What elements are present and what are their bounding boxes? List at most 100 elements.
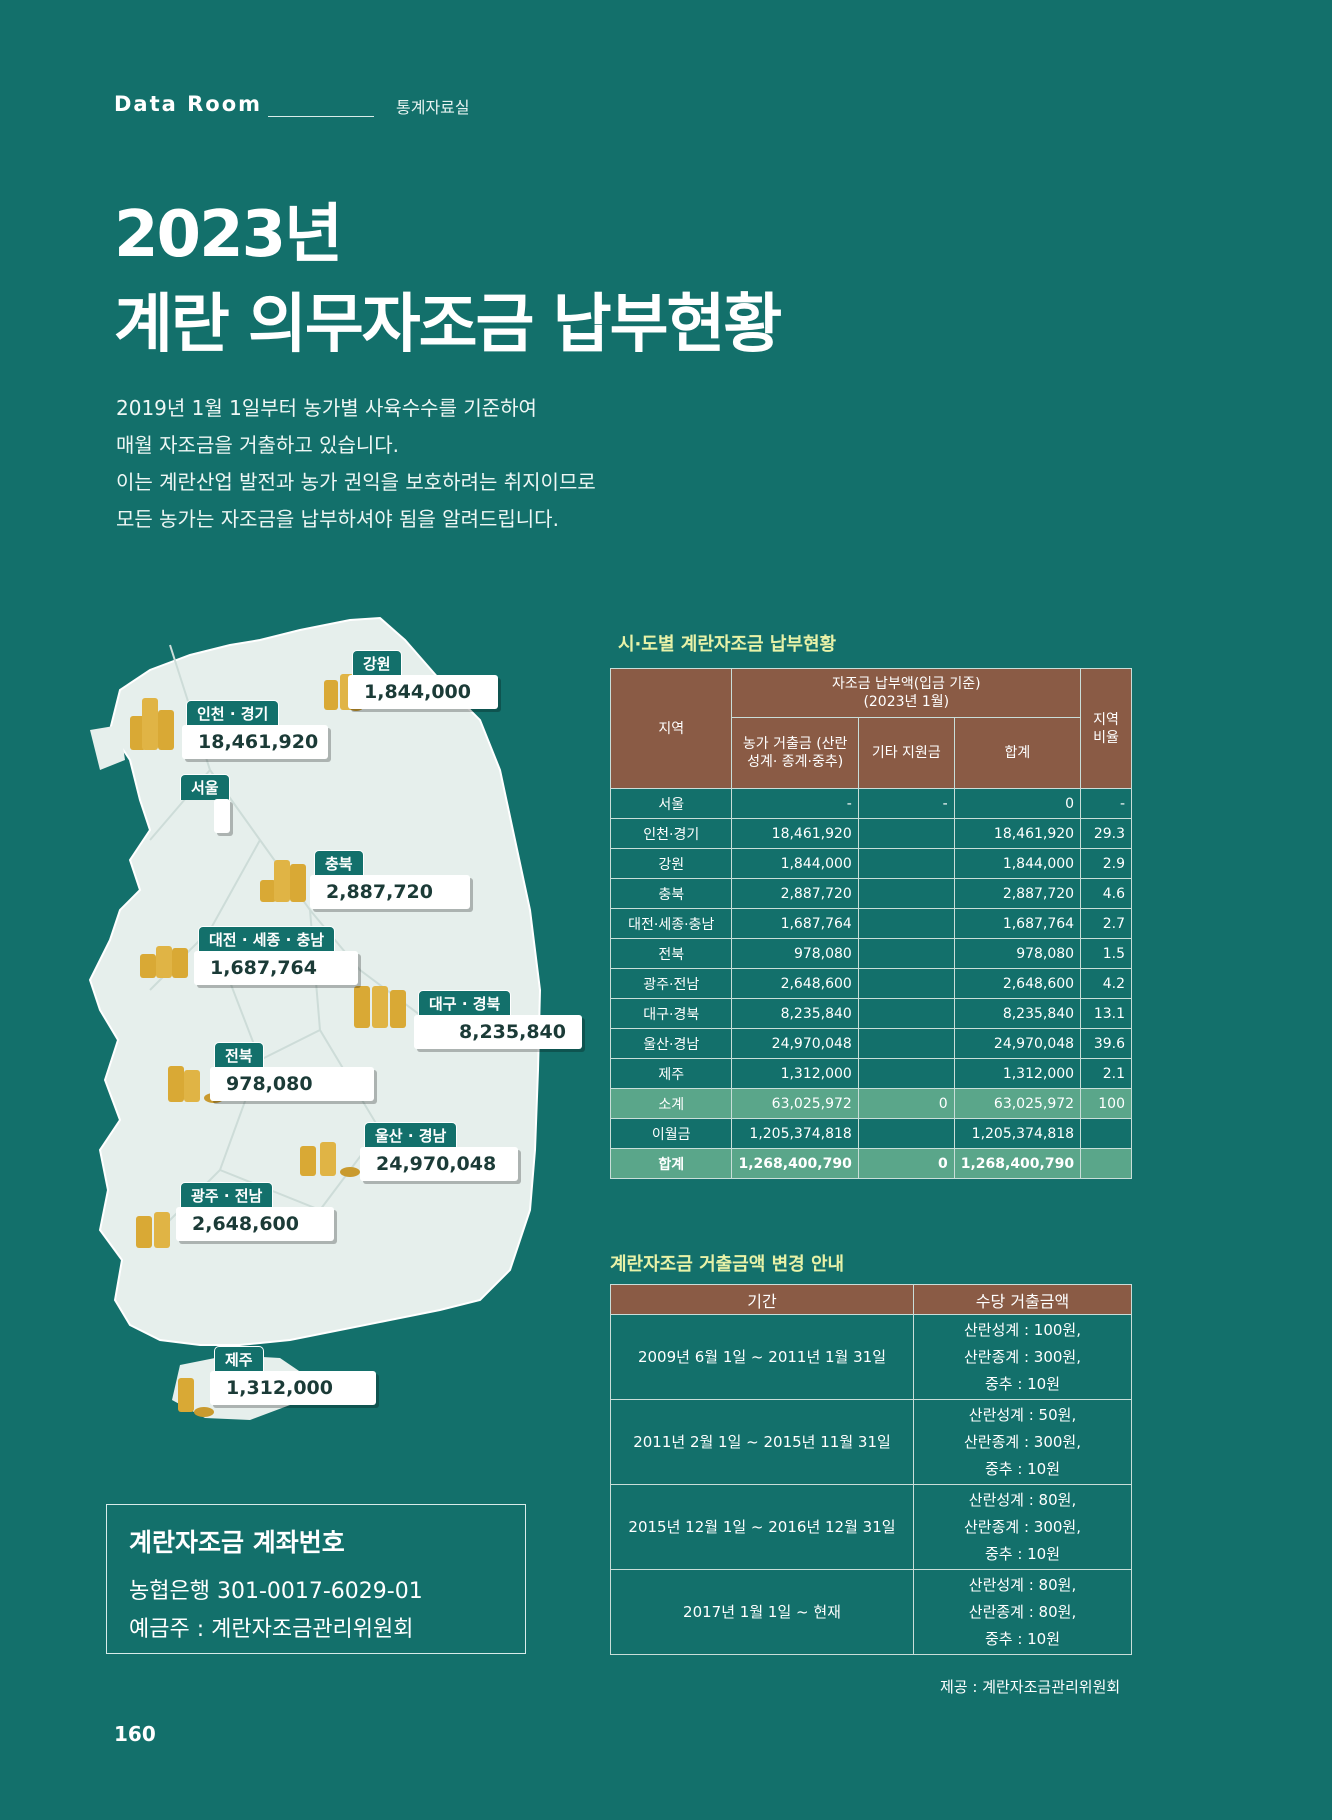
map-badge-value: 1,687,764 [194,951,358,985]
amount-line: 중추 : 10원 [984,1629,1061,1648]
table-cell-farm: 18,461,920 [731,818,859,849]
description-line: 이는 계란산업 발전과 농가 권익을 보호하려는 취지이므로 [116,470,596,494]
table-cell-period: 2017년 1월 1일 ~ 현재 [610,1569,914,1655]
description: 2019년 1월 1일부터 농가별 사육수수를 기준하여 매월 자조금을 거출하… [116,390,596,538]
table-cell-other: 0 [857,1088,955,1119]
table-cell-ratio [1080,1118,1132,1149]
table-row: 2011년 2월 1일 ~ 2015년 11월 31일 산란성계 : 50원, 산란… [610,1399,1132,1485]
title-line-2: 계란 의무자조금 납부현황 [114,288,782,362]
table-cell-region: 대전·세종·충남 [609,908,733,939]
table-row: 서울 - -0- [609,788,1132,819]
table-row: 울산·경남 24,970,048 24,970,048 39.6 [609,1028,1132,1059]
table-row: 2017년 1월 1일 ~ 현재 산란성계 : 80원, 산란종계 : 80원, 중추… [610,1569,1132,1655]
table-cell-other [857,1028,955,1059]
table-cell-sum: 1,312,000 [953,1058,1082,1089]
coin-stack-icon [352,984,414,1034]
table-cell-region: 이월금 [609,1118,733,1149]
map-badge-region: 인천 · 경기 [186,700,280,726]
stats-table-title: 시·도별 계란자조금 납부현황 [618,634,837,655]
map-badge-region: 강원 [352,650,402,676]
section-sublabel: 통계자료실 [396,98,470,117]
table-cell-farm: 1,268,400,790 [731,1148,859,1179]
table-cell-amount: 산란성계 : 80원, 산란종계 : 300원, 중추 : 10원 [913,1484,1132,1570]
description-line: 2019년 1월 1일부터 농가별 사육수수를 기준하여 [116,396,537,420]
table-cell-period: 2009년 6월 1일 ~ 2011년 1월 31일 [610,1314,914,1400]
coin-stack-icon [128,696,188,756]
table-cell-other [857,938,955,969]
map-badge-region: 대전 · 세종 · 충남 [198,926,336,952]
map-badge-value: 18,461,920 [182,725,328,759]
table-cell-region: 충북 [609,878,733,909]
table-cell-other [857,908,955,939]
map-badge-value: 978,080 [210,1067,374,1101]
col-header-ratio: 지역 비율 [1080,668,1132,789]
amount-line: 산란성계 : 80원, [968,1575,1077,1594]
table-cell-amount: 산란성계 : 80원, 산란종계 : 80원, 중추 : 10원 [913,1569,1132,1655]
table-cell-other [857,998,955,1029]
table-cell-farm: 1,687,764 [731,908,859,939]
table-cell-sum: 978,080 [953,938,1082,969]
island-ganghwa-shape [90,725,125,770]
table-cell-ratio [1080,1148,1132,1179]
source-credit: 제공 : 계란자조금관리위원회 [940,1678,1121,1696]
table-cell-farm: 1,205,374,818 [731,1118,859,1149]
col-header-period: 기간 [610,1284,914,1315]
table-cell-region: 서울 [609,788,733,819]
map-badge-region: 대구 · 경북 [418,990,512,1016]
coin-stack-icon [298,1140,362,1182]
map-badge-region: 울산 · 경남 [364,1122,458,1148]
account-holder-line: 예금주 : 계란자조금관리위원회 [129,1617,414,1642]
table-cell-ratio: - [1080,788,1132,819]
table-cell-period: 2011년 2월 1일 ~ 2015년 11월 31일 [610,1399,914,1485]
col-header-amount: 수당 거출금액 [913,1284,1132,1315]
table-cell-other: - [857,788,955,819]
table-cell-farm: - [731,788,859,819]
coin-stack-icon [176,1376,216,1422]
table-cell-farm: 63,025,972 [731,1088,859,1119]
amount-line: 산란종계 : 300원, [964,1517,1081,1536]
map-badge-region: 광주 · 전남 [180,1182,274,1208]
amount-line: 산란성계 : 50원, [968,1405,1077,1424]
amount-line: 중추 : 10원 [984,1459,1061,1478]
table-cell-other [857,878,955,909]
table-cell-period: 2015년 12월 1일 ~ 2016년 12월 31일 [610,1484,914,1570]
table-cell-ratio: 29.3 [1080,818,1132,849]
map-badge-value: 1,844,000 [348,675,498,709]
table-row: 제주 1,312,000 1,312,000 2.1 [609,1058,1132,1089]
table-cell-region: 인천·경기 [609,818,733,849]
col-header-farm: 농가 거출금 (산란성계· 종계·중추) [731,717,859,789]
table-row: 2015년 12월 1일 ~ 2016년 12월 31일 산란성계 : 80원, 산… [610,1484,1132,1570]
coin-stack-icon [166,1064,228,1108]
table-row: 대전·세종·충남 1,687,764 1,687,764 2.7 [609,908,1132,939]
table-cell-sum: 1,687,764 [953,908,1082,939]
col-header-group-label: 자조금 납부액(입금 기준) [831,676,981,692]
account-box: 계란자조금 계좌번호 농협은행 301-0017-6029-01 예금주 : 계… [106,1504,526,1654]
col-header-other: 기타 지원금 [857,717,955,789]
table-row: 광주·전남 2,648,600 2,648,600 4.2 [609,968,1132,999]
table-cell-other [857,968,955,999]
table-cell-farm: 2,887,720 [731,878,859,909]
table-cell-sum: 1,268,400,790 [953,1148,1082,1179]
table-cell-ratio: 4.6 [1080,878,1132,909]
section-label: Data Room [114,92,263,116]
table-cell-sum: 2,887,720 [953,878,1082,909]
table-cell-sum: 63,025,972 [953,1088,1082,1119]
map-badge-value: 2,887,720 [310,875,470,909]
table-cell-farm: 978,080 [731,938,859,969]
map-badge-region: 제주 [214,1346,264,1372]
table-cell-farm: 1,312,000 [731,1058,859,1089]
amount-line: 산란성계 : 100원, [964,1320,1081,1339]
table-cell-sum: 2,648,600 [953,968,1082,999]
table-cell-region: 합계 [609,1148,733,1179]
map-badge-value: 8,235,840 [414,1015,582,1049]
col-header-group-sub: (2023년 1월) [863,694,950,710]
stats-table: 지역 자조금 납부액(입금 기준) (2023년 1월) 지역 비율 농가 거출… [609,668,1132,1179]
table-cell-farm: 2,648,600 [731,968,859,999]
page-number: 160 [114,1722,156,1746]
map-badge-region: 충북 [314,850,364,876]
table-cell-region: 소계 [609,1088,733,1119]
table-cell-other: 0 [857,1148,955,1179]
table-row: 이월금 1,205,374,818 1,205,374,818 [609,1118,1132,1149]
table-cell-farm: 8,235,840 [731,998,859,1029]
description-line: 모든 농가는 자조금을 납부하셔야 됨을 알려드립니다. [116,507,559,531]
